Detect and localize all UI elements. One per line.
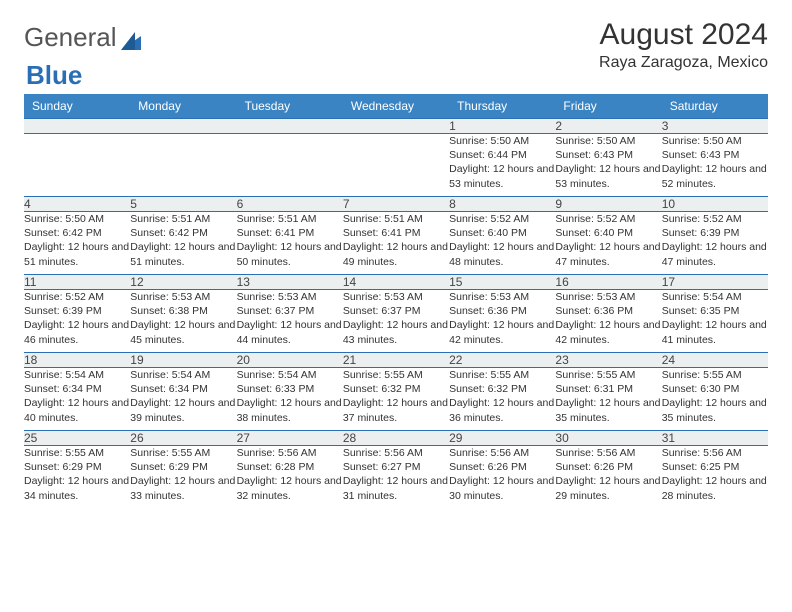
day-number: 25 (24, 431, 130, 446)
day-detail: Sunrise: 5:55 AMSunset: 6:32 PMDaylight:… (449, 368, 555, 431)
detail-row: Sunrise: 5:52 AMSunset: 6:39 PMDaylight:… (24, 290, 768, 353)
day-number: 19 (130, 353, 236, 368)
day-detail: Sunrise: 5:54 AMSunset: 6:34 PMDaylight:… (24, 368, 130, 431)
day-number: 27 (237, 431, 343, 446)
weekday-header: Wednesday (343, 94, 449, 119)
day-number: 13 (237, 275, 343, 290)
day-detail: Sunrise: 5:55 AMSunset: 6:32 PMDaylight:… (343, 368, 449, 431)
page-title: August 2024 (599, 18, 768, 52)
day-detail: Sunrise: 5:50 AMSunset: 6:43 PMDaylight:… (662, 134, 768, 197)
day-detail: Sunrise: 5:54 AMSunset: 6:35 PMDaylight:… (662, 290, 768, 353)
day-number: 24 (662, 353, 768, 368)
day-detail (130, 134, 236, 197)
day-number: 8 (449, 197, 555, 212)
day-number: 14 (343, 275, 449, 290)
day-number: 30 (555, 431, 661, 446)
logo-text-2: Blue (26, 62, 82, 88)
day-detail: Sunrise: 5:55 AMSunset: 6:30 PMDaylight:… (662, 368, 768, 431)
day-number: 18 (24, 353, 130, 368)
day-number: 3 (662, 119, 768, 134)
day-number: 20 (237, 353, 343, 368)
weekday-header-row: Sunday Monday Tuesday Wednesday Thursday… (24, 94, 768, 119)
day-detail: Sunrise: 5:52 AMSunset: 6:40 PMDaylight:… (555, 212, 661, 275)
day-detail: Sunrise: 5:52 AMSunset: 6:40 PMDaylight:… (449, 212, 555, 275)
logo: General (24, 18, 141, 50)
day-number: 12 (130, 275, 236, 290)
detail-row: Sunrise: 5:55 AMSunset: 6:29 PMDaylight:… (24, 446, 768, 509)
logo-sail-icon (121, 32, 141, 50)
day-number: 9 (555, 197, 661, 212)
day-detail: Sunrise: 5:50 AMSunset: 6:42 PMDaylight:… (24, 212, 130, 275)
detail-row: Sunrise: 5:50 AMSunset: 6:42 PMDaylight:… (24, 212, 768, 275)
day-detail: Sunrise: 5:56 AMSunset: 6:28 PMDaylight:… (237, 446, 343, 509)
weekday-header: Thursday (449, 94, 555, 119)
day-detail (237, 134, 343, 197)
weekday-header: Tuesday (237, 94, 343, 119)
day-detail: Sunrise: 5:50 AMSunset: 6:43 PMDaylight:… (555, 134, 661, 197)
day-number: 21 (343, 353, 449, 368)
day-number (130, 119, 236, 134)
day-number: 7 (343, 197, 449, 212)
day-number: 10 (662, 197, 768, 212)
logo-text-1: General (24, 24, 117, 50)
day-detail: Sunrise: 5:53 AMSunset: 6:37 PMDaylight:… (237, 290, 343, 353)
day-number: 1 (449, 119, 555, 134)
day-number: 11 (24, 275, 130, 290)
day-detail: Sunrise: 5:55 AMSunset: 6:29 PMDaylight:… (130, 446, 236, 509)
day-detail: Sunrise: 5:51 AMSunset: 6:42 PMDaylight:… (130, 212, 236, 275)
day-number: 28 (343, 431, 449, 446)
weekday-header: Friday (555, 94, 661, 119)
daynum-row: 18192021222324 (24, 353, 768, 368)
day-number: 23 (555, 353, 661, 368)
day-detail: Sunrise: 5:51 AMSunset: 6:41 PMDaylight:… (237, 212, 343, 275)
day-detail: Sunrise: 5:55 AMSunset: 6:31 PMDaylight:… (555, 368, 661, 431)
day-number: 29 (449, 431, 555, 446)
day-detail: Sunrise: 5:55 AMSunset: 6:29 PMDaylight:… (24, 446, 130, 509)
day-detail: Sunrise: 5:53 AMSunset: 6:38 PMDaylight:… (130, 290, 236, 353)
day-detail (343, 134, 449, 197)
detail-row: Sunrise: 5:54 AMSunset: 6:34 PMDaylight:… (24, 368, 768, 431)
day-detail: Sunrise: 5:54 AMSunset: 6:34 PMDaylight:… (130, 368, 236, 431)
day-number: 6 (237, 197, 343, 212)
day-number: 31 (662, 431, 768, 446)
title-block: August 2024 Raya Zaragoza, Mexico (599, 18, 768, 72)
day-detail: Sunrise: 5:52 AMSunset: 6:39 PMDaylight:… (662, 212, 768, 275)
day-detail: Sunrise: 5:54 AMSunset: 6:33 PMDaylight:… (237, 368, 343, 431)
day-number: 16 (555, 275, 661, 290)
day-number (343, 119, 449, 134)
location: Raya Zaragoza, Mexico (599, 54, 768, 72)
day-detail: Sunrise: 5:56 AMSunset: 6:26 PMDaylight:… (449, 446, 555, 509)
day-detail: Sunrise: 5:53 AMSunset: 6:36 PMDaylight:… (555, 290, 661, 353)
day-detail (24, 134, 130, 197)
day-number: 15 (449, 275, 555, 290)
day-detail: Sunrise: 5:56 AMSunset: 6:27 PMDaylight:… (343, 446, 449, 509)
day-number: 22 (449, 353, 555, 368)
day-detail: Sunrise: 5:51 AMSunset: 6:41 PMDaylight:… (343, 212, 449, 275)
day-number: 5 (130, 197, 236, 212)
day-number (237, 119, 343, 134)
weekday-header: Sunday (24, 94, 130, 119)
day-number: 2 (555, 119, 661, 134)
day-detail: Sunrise: 5:52 AMSunset: 6:39 PMDaylight:… (24, 290, 130, 353)
daynum-row: 45678910 (24, 197, 768, 212)
day-detail: Sunrise: 5:50 AMSunset: 6:44 PMDaylight:… (449, 134, 555, 197)
day-number: 17 (662, 275, 768, 290)
daynum-row: 123 (24, 119, 768, 134)
daynum-row: 11121314151617 (24, 275, 768, 290)
day-detail: Sunrise: 5:56 AMSunset: 6:26 PMDaylight:… (555, 446, 661, 509)
weekday-header: Monday (130, 94, 236, 119)
day-number: 4 (24, 197, 130, 212)
day-detail: Sunrise: 5:53 AMSunset: 6:36 PMDaylight:… (449, 290, 555, 353)
calendar-table: Sunday Monday Tuesday Wednesday Thursday… (24, 94, 768, 508)
day-detail: Sunrise: 5:56 AMSunset: 6:25 PMDaylight:… (662, 446, 768, 509)
day-number (24, 119, 130, 134)
day-number: 26 (130, 431, 236, 446)
daynum-row: 25262728293031 (24, 431, 768, 446)
detail-row: Sunrise: 5:50 AMSunset: 6:44 PMDaylight:… (24, 134, 768, 197)
weekday-header: Saturday (662, 94, 768, 119)
day-detail: Sunrise: 5:53 AMSunset: 6:37 PMDaylight:… (343, 290, 449, 353)
